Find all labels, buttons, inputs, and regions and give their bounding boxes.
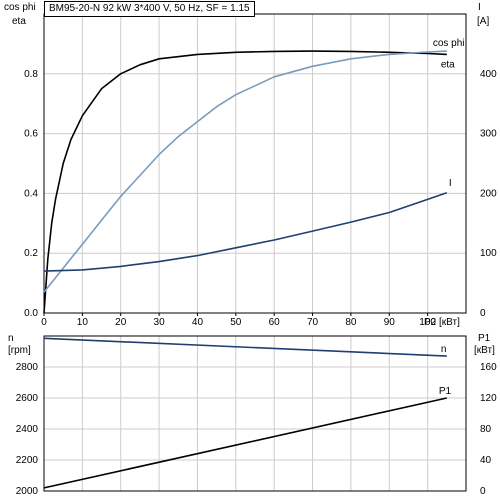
series-cos-phi-line — [43, 50, 447, 293]
y-right-tick-label: 200 — [480, 188, 497, 199]
x-tick-label: 0 — [41, 317, 47, 328]
n-tick-label: 2000 — [16, 486, 39, 497]
chart-title: BM95-20-N 92 kW 3*400 V, 50 Hz, SF = 1.1… — [44, 1, 255, 17]
n-tick-label: 2400 — [16, 424, 39, 435]
y-left-tick-label: 0.2 — [24, 248, 38, 259]
series-p1-line — [43, 397, 447, 489]
series-n-line — [43, 337, 447, 357]
p1-tick-label: 40 — [480, 455, 492, 466]
p1-tick-label: 160 — [480, 362, 497, 373]
top-plot-frame — [43, 13, 467, 314]
x-tick-label: 60 — [269, 317, 281, 328]
y-left-tick-label: 0.4 — [24, 188, 38, 199]
x-tick-label: 30 — [154, 317, 166, 328]
bottom-plot-frame — [43, 335, 467, 492]
p1-tick-label: 120 — [480, 393, 497, 404]
x-tick-label: 50 — [230, 317, 242, 328]
n-tick-label: 2600 — [16, 393, 39, 404]
series-p1-label: P1 — [439, 386, 452, 397]
y-right-label-unit: [A] — [477, 16, 489, 27]
y-left-label-n: n — [8, 333, 14, 344]
y-right-label-p1: P1 — [478, 333, 491, 344]
series-i-label: I — [449, 178, 452, 189]
series-eta-line — [43, 50, 447, 314]
y-left-label-eta: eta — [12, 16, 26, 27]
y-right-tick-label: 100 — [480, 248, 497, 259]
p1-tick-label: 0 — [480, 486, 486, 497]
series-cos-phi-label: cos phi — [433, 38, 465, 49]
y-left-label-cosphi: cos phi — [4, 2, 36, 13]
series-eta-label: eta — [441, 59, 455, 70]
y-right-tick-label: 0 — [480, 308, 486, 319]
p1-tick-label: 80 — [480, 424, 492, 435]
n-tick-label: 2200 — [16, 455, 39, 466]
n-tick-label: 2800 — [16, 362, 39, 373]
series-n-label: n — [441, 344, 447, 355]
y-left-tick-label: 0.0 — [24, 308, 38, 319]
series-i-line — [43, 192, 448, 272]
x-axis-label: P2 [кВт] — [424, 317, 460, 328]
x-tick-label: 90 — [384, 317, 396, 328]
y-left-tick-label: 0.8 — [24, 69, 38, 80]
y-left-label-rpm: [rpm] — [8, 345, 31, 356]
x-tick-label: 80 — [345, 317, 357, 328]
y-left-tick-label: 0.6 — [24, 129, 38, 140]
y-right-tick-label: 300 — [480, 129, 497, 140]
y-right-label-i: I — [478, 2, 481, 13]
x-tick-label: 40 — [192, 317, 204, 328]
x-tick-label: 100 — [419, 317, 436, 328]
x-tick-label: 10 — [77, 317, 89, 328]
x-tick-label: 70 — [307, 317, 319, 328]
x-tick-label: 20 — [115, 317, 127, 328]
y-right-label-kw: [кВт] — [474, 345, 495, 356]
y-right-tick-label: 400 — [480, 69, 497, 80]
